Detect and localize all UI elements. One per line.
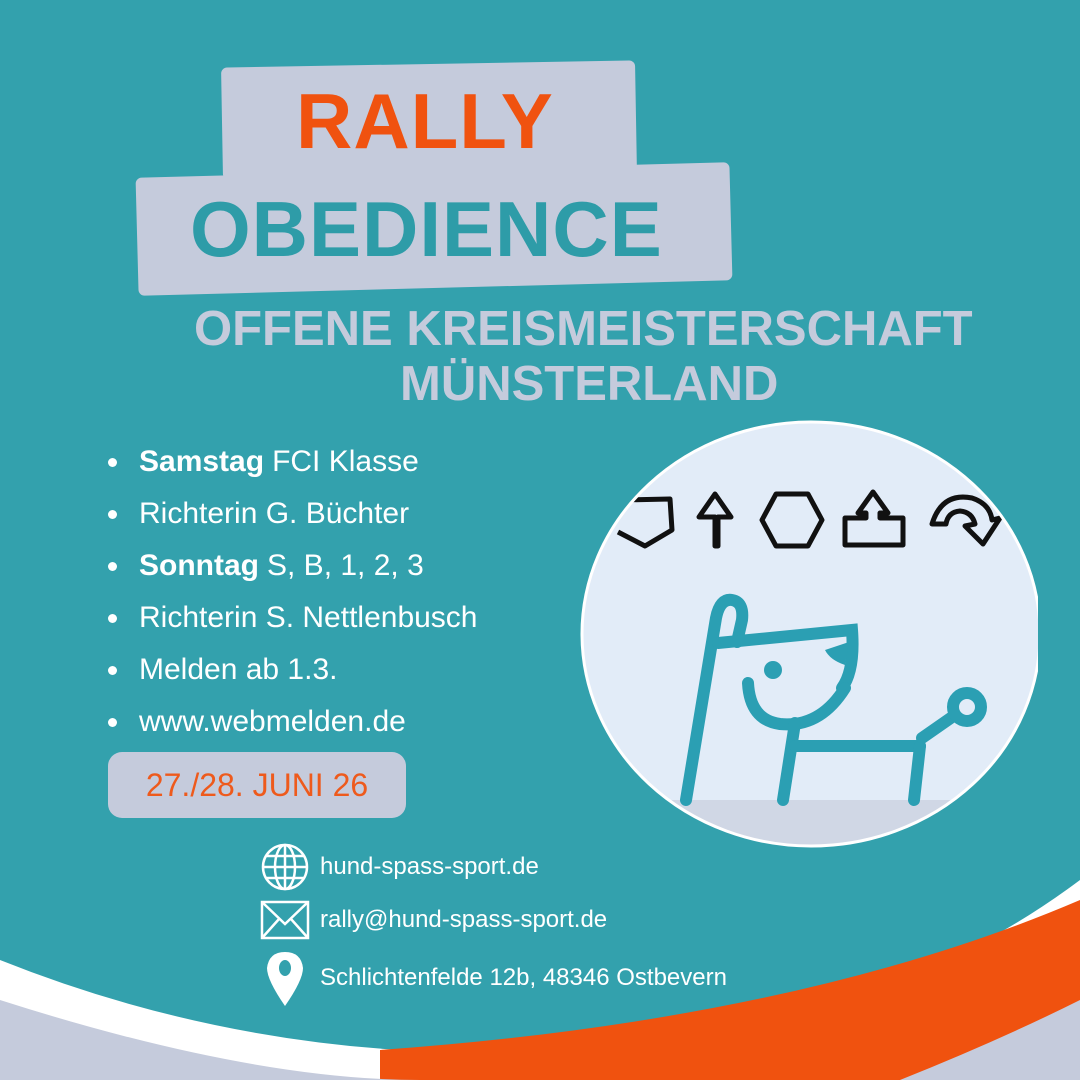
website-row[interactable]: hund-spass-sport.de	[260, 842, 539, 892]
dog-illustration	[580, 420, 1038, 848]
title-obedience: OBEDIENCE	[190, 185, 663, 273]
envelope-icon	[260, 900, 310, 940]
list-item: Samstag FCI Klasse	[108, 436, 478, 488]
address-row: Schlichtenfelde 12b, 48346 Ostbevern	[260, 948, 727, 1008]
details-list: Samstag FCI Klasse Richterin G. Büchter S…	[108, 436, 478, 748]
hexagon-sign-icon	[759, 491, 825, 549]
turn-arrow-icon	[929, 494, 1003, 547]
email-row[interactable]: rally@hund-spass-sport.de	[260, 900, 607, 940]
arrow-up-box-icon	[842, 489, 906, 548]
arrow-up-icon	[696, 491, 734, 549]
bullet	[108, 561, 117, 571]
website-link[interactable]: hund-spass-sport.de	[320, 853, 539, 880]
address-text: Schlichtenfelde 12b, 48346 Ostbevern	[320, 964, 727, 991]
detail-link[interactable]: www.webmelden.de	[139, 705, 406, 738]
detail-text: FCI Klasse	[272, 445, 419, 478]
detail-text: Melden ab 1.3.	[139, 653, 338, 686]
globe-icon	[261, 843, 309, 891]
subtitle-line2: MÜNSTERLAND	[400, 357, 779, 411]
day-label: Sonntag	[139, 549, 259, 582]
detail-text: S, B, 1, 2, 3	[267, 549, 424, 582]
list-item: Richterin G. Büchter	[108, 488, 478, 540]
rally-sign-icons	[616, 489, 1003, 549]
bullet	[108, 457, 117, 467]
bullet	[108, 509, 117, 519]
list-item: Richterin S. Nettlenbusch	[108, 592, 478, 644]
bullet	[108, 717, 117, 727]
title-rally: RALLY	[296, 77, 554, 165]
detail-text: Richterin G. Büchter	[139, 497, 410, 530]
email-link[interactable]: rally@hund-spass-sport.de	[320, 906, 608, 933]
list-item: www.webmelden.de	[108, 696, 478, 748]
day-label: Samstag	[139, 445, 265, 478]
location-pin-icon	[267, 952, 303, 1006]
subtitle-line1: OFFENE KREISMEISTERSCHAFT	[194, 302, 973, 356]
list-item: Sonntag S, B, 1, 2, 3	[108, 540, 478, 592]
date-badge: 27./28. JUNI 26	[108, 752, 406, 818]
date-text: 27./28. JUNI 26	[145, 766, 369, 803]
bullet	[108, 613, 117, 623]
detail-text: Richterin S. Nettlenbusch	[139, 601, 478, 634]
list-item: Melden ab 1.3.	[108, 644, 478, 696]
bullet	[108, 665, 117, 675]
pentagon-sign-icon	[616, 496, 675, 549]
